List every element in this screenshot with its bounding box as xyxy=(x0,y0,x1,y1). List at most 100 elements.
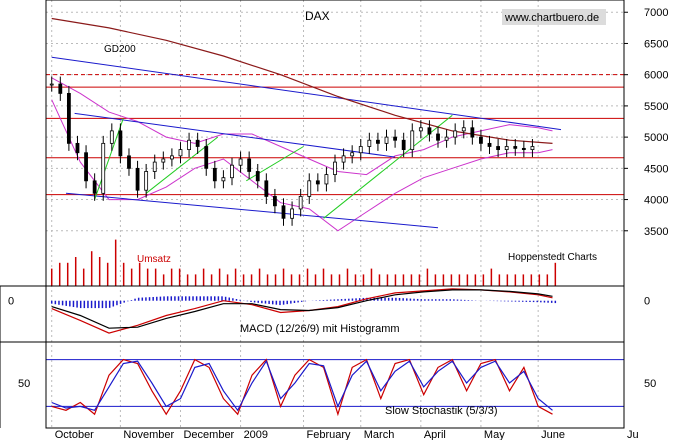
price-candle xyxy=(461,127,466,132)
source-label: Hoppenstedt Charts xyxy=(508,252,597,263)
price-candle xyxy=(195,139,200,147)
trendline xyxy=(51,56,562,131)
price-panel xyxy=(46,17,624,232)
price-candle xyxy=(127,155,131,169)
price-candle xyxy=(307,180,312,197)
price-candle xyxy=(170,155,174,160)
macd-label: MACD (12/26/9) mit Histogramm xyxy=(240,323,400,335)
price-candle xyxy=(470,127,475,138)
macd-line xyxy=(51,289,553,329)
x-tick-label: March xyxy=(364,429,395,440)
price-candle xyxy=(358,146,363,154)
price-candle xyxy=(118,130,123,157)
price-candle xyxy=(393,136,397,141)
price-candle xyxy=(513,146,518,149)
price-tick-label: 3500 xyxy=(644,226,668,238)
trendline xyxy=(323,114,453,219)
stoch-line xyxy=(51,358,553,417)
price-candle xyxy=(109,130,114,144)
x-tick-label: April xyxy=(424,429,446,440)
price-candle xyxy=(281,205,286,219)
price-candle xyxy=(204,146,209,169)
price-candle xyxy=(418,127,423,132)
price-tick-label: 4500 xyxy=(644,163,668,175)
price-candle xyxy=(152,161,157,172)
trendline xyxy=(74,112,396,158)
price-candle xyxy=(453,130,458,138)
x-tick-label: October xyxy=(55,429,94,440)
chart-labels: October November December 2009 February March… xyxy=(8,7,668,441)
grid-lines xyxy=(46,0,624,428)
price-candle xyxy=(436,133,440,141)
plot-border xyxy=(45,0,625,429)
volume-panel xyxy=(50,239,557,286)
price-tick-label: 6000 xyxy=(644,70,668,82)
price-candle xyxy=(230,164,234,179)
trendline xyxy=(65,192,439,229)
price-candle xyxy=(101,142,106,194)
macd-tick-label-right: 0 xyxy=(644,296,650,308)
price-candle xyxy=(376,139,380,144)
x-tick-label: May xyxy=(484,429,505,440)
price-candle xyxy=(161,158,166,163)
x-tick-label: June xyxy=(541,429,565,440)
price-candle xyxy=(212,167,217,182)
price-candle xyxy=(221,177,226,182)
price-candle xyxy=(479,136,483,144)
stoch-label: Slow Stochastik (5/3/3) xyxy=(385,405,498,417)
price-candle xyxy=(66,93,71,144)
stoch-line xyxy=(51,359,553,412)
watermark: www.chartbuero.de xyxy=(504,12,599,24)
price-candle xyxy=(92,180,97,194)
price-tick-label: 5500 xyxy=(644,101,668,113)
price-candle xyxy=(350,152,355,157)
watermark-bg xyxy=(502,9,606,25)
volume-label: Umsatz xyxy=(137,254,171,265)
price-candle xyxy=(255,171,260,182)
bollinger-lower xyxy=(51,99,553,232)
price-candle xyxy=(521,147,526,151)
price-candle xyxy=(315,180,320,185)
price-candle xyxy=(530,146,535,151)
x-tick-label: Ju xyxy=(627,429,639,440)
price-candle xyxy=(333,161,337,175)
price-candle xyxy=(58,83,63,94)
stochastic-panel xyxy=(46,358,624,417)
price-candle xyxy=(487,142,492,147)
price-candle xyxy=(504,146,509,151)
macd-panel xyxy=(50,288,557,334)
gd200-line xyxy=(51,17,553,144)
price-candle xyxy=(247,158,252,172)
price-candle xyxy=(187,139,191,151)
price-candle xyxy=(238,158,243,166)
price-candle xyxy=(290,208,294,219)
trendline xyxy=(246,146,304,182)
price-candle xyxy=(341,155,346,163)
price-candle xyxy=(298,196,303,210)
stoch-tick-label-right: 50 xyxy=(644,378,656,390)
price-candle xyxy=(178,149,183,157)
price-candle xyxy=(444,136,449,141)
price-candle xyxy=(496,146,500,151)
gd200-label: GD200 xyxy=(104,44,136,55)
chart-title: DAX xyxy=(305,9,330,23)
price-candle xyxy=(367,139,372,147)
price-candle xyxy=(324,174,329,185)
price-candle xyxy=(135,167,140,191)
price-candle xyxy=(410,130,415,151)
x-tick-label: 2009 xyxy=(244,429,268,440)
macd-tick-label-left: 0 xyxy=(8,296,14,308)
price-tick-label: 5000 xyxy=(644,132,668,144)
x-tick-label: December xyxy=(183,429,234,440)
price-candle xyxy=(401,139,406,151)
price-candle xyxy=(49,83,54,86)
price-candle xyxy=(75,142,80,154)
price-candle xyxy=(144,171,149,191)
price-tick-label: 6500 xyxy=(644,38,668,50)
price-tick-label: 4000 xyxy=(644,195,668,207)
price-tick-label: 7000 xyxy=(644,7,668,19)
price-candle xyxy=(384,136,389,144)
price-candle xyxy=(84,152,88,182)
